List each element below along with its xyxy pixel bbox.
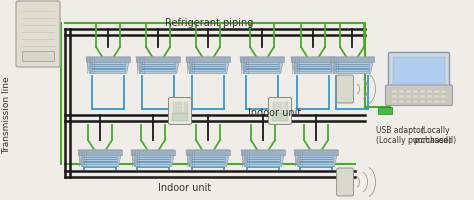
Bar: [173, 102, 177, 105]
Bar: [434, 90, 439, 94]
Bar: [399, 90, 404, 94]
Bar: [179, 102, 182, 105]
Bar: [413, 100, 418, 103]
Bar: [434, 95, 439, 99]
FancyBboxPatch shape: [168, 98, 191, 125]
Bar: [91, 63, 125, 71]
Bar: [284, 110, 288, 113]
Bar: [413, 90, 418, 94]
Bar: [246, 155, 280, 164]
Bar: [399, 95, 404, 99]
FancyBboxPatch shape: [268, 98, 292, 125]
Bar: [186, 150, 230, 155]
Bar: [413, 95, 418, 99]
Bar: [427, 100, 432, 103]
Bar: [184, 110, 188, 113]
Polygon shape: [136, 58, 180, 74]
Polygon shape: [291, 58, 335, 74]
Bar: [420, 100, 425, 103]
Bar: [173, 106, 177, 109]
Bar: [284, 106, 288, 109]
Bar: [330, 58, 374, 63]
FancyBboxPatch shape: [337, 168, 354, 196]
Bar: [273, 110, 277, 113]
Polygon shape: [86, 58, 130, 74]
Bar: [420, 90, 425, 94]
Text: Refrigerant piping: Refrigerant piping: [165, 18, 254, 28]
Bar: [299, 155, 333, 164]
Bar: [392, 90, 397, 94]
Bar: [420, 95, 425, 99]
Bar: [441, 100, 446, 103]
Bar: [392, 100, 397, 103]
Bar: [272, 113, 288, 122]
Bar: [179, 110, 182, 113]
Polygon shape: [241, 150, 285, 167]
Polygon shape: [131, 150, 175, 167]
Text: Indoor unit: Indoor unit: [248, 107, 301, 117]
Bar: [240, 58, 284, 63]
Bar: [137, 155, 170, 164]
Bar: [335, 63, 369, 71]
Bar: [296, 63, 330, 71]
Bar: [441, 90, 446, 94]
Polygon shape: [78, 150, 122, 167]
FancyBboxPatch shape: [16, 2, 60, 68]
Bar: [294, 150, 338, 155]
Bar: [284, 102, 288, 105]
Bar: [279, 106, 283, 109]
Bar: [279, 102, 283, 105]
Polygon shape: [330, 58, 374, 74]
Bar: [245, 63, 279, 71]
Polygon shape: [186, 58, 230, 74]
Bar: [393, 58, 445, 84]
Text: USB adaptor
(Locally purchased): USB adaptor (Locally purchased): [376, 125, 451, 145]
FancyBboxPatch shape: [389, 53, 449, 89]
Text: (Locally
purchased): (Locally purchased): [413, 125, 456, 145]
Bar: [273, 106, 277, 109]
Bar: [131, 150, 175, 155]
Bar: [173, 110, 177, 113]
Bar: [172, 113, 188, 122]
FancyBboxPatch shape: [385, 86, 453, 106]
Bar: [241, 150, 285, 155]
Bar: [141, 63, 175, 71]
Bar: [427, 90, 432, 94]
Bar: [427, 95, 432, 99]
Bar: [86, 58, 130, 63]
Text: Indoor unit: Indoor unit: [158, 182, 211, 192]
Bar: [273, 102, 277, 105]
Bar: [434, 100, 439, 103]
FancyBboxPatch shape: [337, 76, 354, 103]
Bar: [186, 58, 230, 63]
Bar: [184, 102, 188, 105]
Polygon shape: [240, 58, 284, 74]
Bar: [22, 52, 54, 62]
Polygon shape: [186, 150, 230, 167]
Bar: [279, 110, 283, 113]
Text: Transmission line: Transmission line: [2, 76, 11, 153]
Polygon shape: [294, 150, 338, 167]
Bar: [191, 155, 225, 164]
Bar: [406, 95, 411, 99]
Bar: [78, 150, 122, 155]
Bar: [191, 63, 225, 71]
Bar: [406, 90, 411, 94]
Bar: [399, 100, 404, 103]
Bar: [136, 58, 180, 63]
Bar: [184, 106, 188, 109]
Bar: [441, 95, 446, 99]
Bar: [392, 95, 397, 99]
Bar: [179, 106, 182, 109]
Bar: [406, 100, 411, 103]
Bar: [83, 155, 117, 164]
Bar: [291, 58, 335, 63]
Bar: [378, 107, 392, 114]
